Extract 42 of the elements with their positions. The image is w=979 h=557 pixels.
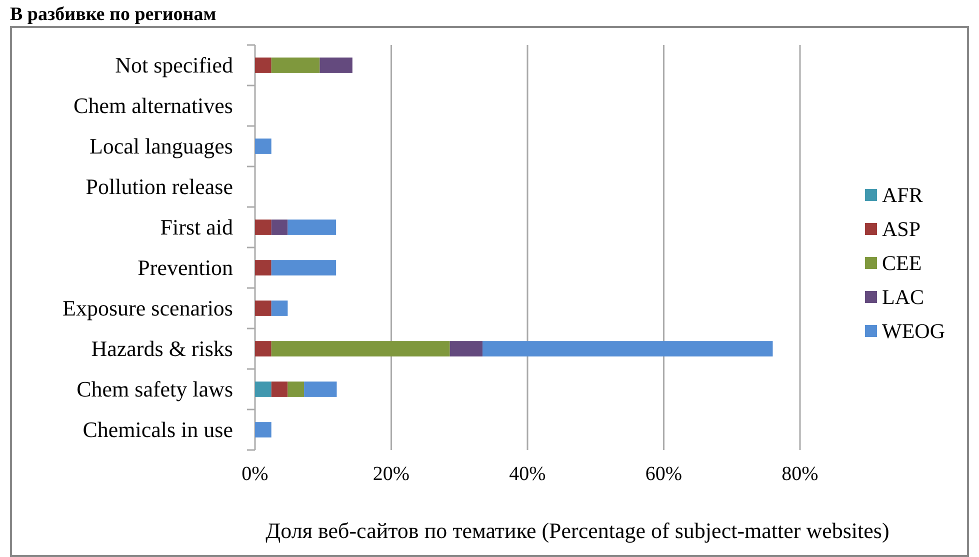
bar: [255, 300, 272, 316]
x-axis-title: Доля веб-сайтов по тематике (Percentage of subject-matter websites): [266, 518, 890, 543]
x-tick-label: 60%: [645, 463, 682, 486]
bar: [255, 382, 272, 397]
bar: [255, 341, 272, 356]
y-tick-label: Not specified: [115, 52, 233, 78]
x-tick-label: 40%: [509, 463, 546, 486]
legend-label: AFR: [882, 183, 923, 207]
legend-label: ASP: [882, 217, 921, 241]
bar: [304, 382, 337, 397]
bar: [271, 300, 288, 316]
chart-title: В разбивке по регионам: [10, 4, 216, 25]
y-tick-label: Prevention: [138, 254, 233, 280]
y-tick-label: Chem alternatives: [74, 92, 233, 118]
y-tick-label: Local languages: [89, 133, 233, 158]
bar: [255, 422, 272, 438]
bar: [288, 220, 336, 235]
bar: [255, 260, 272, 276]
y-tick-label: Chem safety laws: [76, 376, 233, 402]
bar: [288, 382, 304, 397]
bar: [271, 260, 336, 276]
bar: [255, 138, 272, 154]
y-tick-label: Chemicals in use: [82, 416, 233, 442]
bar: [271, 220, 288, 235]
y-tick-label: Hazards & risks: [91, 336, 233, 361]
bar: [450, 341, 483, 356]
x-tick-label: 0%: [242, 463, 268, 486]
y-tick-label: Pollution release: [86, 174, 233, 199]
bar: [255, 58, 272, 73]
y-tick-label: First aid: [160, 214, 233, 240]
legend-label: CEE: [882, 251, 922, 275]
x-tick-label: 20%: [372, 463, 410, 486]
bar: [271, 382, 288, 397]
legend-label: LAC: [882, 285, 924, 309]
bar: [271, 341, 450, 356]
bar: [255, 220, 272, 235]
x-tick-label: 80%: [782, 463, 818, 486]
bar: [271, 58, 320, 73]
bar: [482, 341, 773, 356]
y-tick-label: Exposure scenarios: [62, 295, 233, 320]
legend-label: WEOG: [882, 319, 945, 343]
bar: [320, 58, 352, 73]
